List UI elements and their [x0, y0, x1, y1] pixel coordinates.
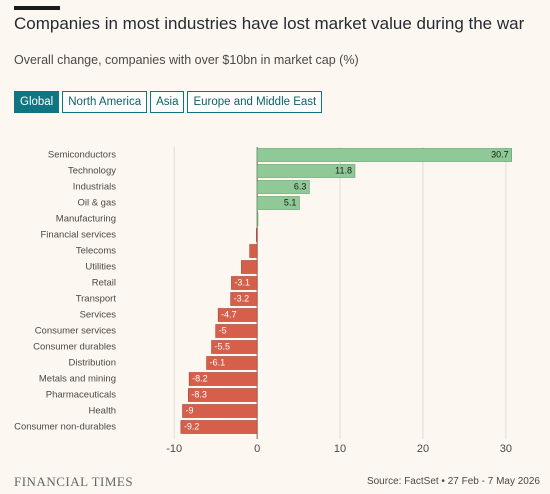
bar — [182, 404, 258, 418]
category-label: Technology — [68, 166, 116, 177]
value-label: 11.8 — [335, 165, 352, 175]
bar — [256, 196, 300, 210]
x-tick-label: 30 — [500, 443, 512, 455]
value-label: 6.3 — [294, 181, 307, 191]
value-label: -5.5 — [215, 341, 231, 351]
chart: -10 0 10 20 30 Semiconductors 30.7 Technology 11… — [14, 147, 512, 455]
category-label: Semiconductors — [48, 150, 116, 161]
value-label: -9 — [186, 405, 194, 415]
bar — [211, 340, 258, 354]
category-label: Metals and mining — [39, 374, 116, 385]
accent-bar — [14, 6, 60, 10]
value-label: -3.2 — [234, 293, 250, 303]
category-label: Health — [89, 406, 116, 417]
bar — [188, 372, 258, 386]
category-label: Consumer durables — [33, 342, 116, 353]
category-label: Transport — [76, 294, 117, 305]
x-tick-label: 20 — [417, 443, 429, 455]
value-label: 30.7 — [491, 149, 509, 159]
bar — [256, 164, 356, 178]
tab[interactable]: Asia — [150, 91, 185, 113]
category-label: Financial services — [41, 230, 117, 241]
bar — [217, 308, 258, 322]
category-label: Manufacturing — [56, 214, 116, 225]
category-label: Oil & gas — [77, 198, 116, 209]
bar — [180, 420, 258, 434]
x-tick-label: -10 — [166, 443, 182, 455]
category-label: Industrials — [73, 182, 117, 193]
tab[interactable]: Europe and Middle East — [187, 91, 323, 113]
value-label: -3.1 — [234, 277, 250, 287]
category-label: Consumer services — [35, 326, 117, 337]
brand: FINANCIAL TIMES — [14, 474, 134, 489]
tab[interactable]: Global — [14, 91, 60, 113]
value-label: -9.2 — [184, 421, 200, 431]
category-label: Services — [80, 310, 117, 321]
category-label: Pharmaceuticals — [46, 390, 116, 401]
bar — [231, 276, 258, 290]
bar — [256, 228, 258, 242]
tab-bar: Global North America Asia Europe and Mid… — [14, 91, 323, 113]
bar — [256, 180, 310, 194]
x-tick-label: 10 — [334, 443, 346, 455]
tab[interactable]: North America — [62, 91, 148, 113]
value-label: 5.1 — [284, 197, 297, 207]
bar — [230, 292, 258, 306]
value-label: -5 — [219, 325, 227, 335]
category-label: Telecoms — [76, 246, 116, 257]
category-label: Utilities — [85, 262, 116, 273]
source: Source: FactSet • 27 Feb - 7 May 2026 — [366, 476, 540, 487]
value-label: -8.3 — [191, 389, 207, 399]
chart-title: Companies in most industries have lost m… — [14, 14, 525, 33]
bar — [256, 212, 259, 226]
category-label: Retail — [92, 278, 116, 289]
value-label: -4.7 — [221, 309, 237, 319]
bar — [241, 260, 258, 274]
bar — [206, 356, 258, 370]
value-label: -6.1 — [210, 357, 226, 367]
category-label: Distribution — [68, 358, 116, 369]
category-label: Consumer non-durables — [14, 422, 116, 433]
bar — [215, 324, 258, 338]
bar — [256, 148, 512, 162]
value-label: -8.2 — [192, 373, 208, 383]
x-tick-label: 0 — [254, 443, 260, 455]
bar — [249, 244, 258, 258]
bar — [188, 388, 258, 402]
chart-subtitle: Overall change, companies with over $10b… — [14, 53, 359, 67]
